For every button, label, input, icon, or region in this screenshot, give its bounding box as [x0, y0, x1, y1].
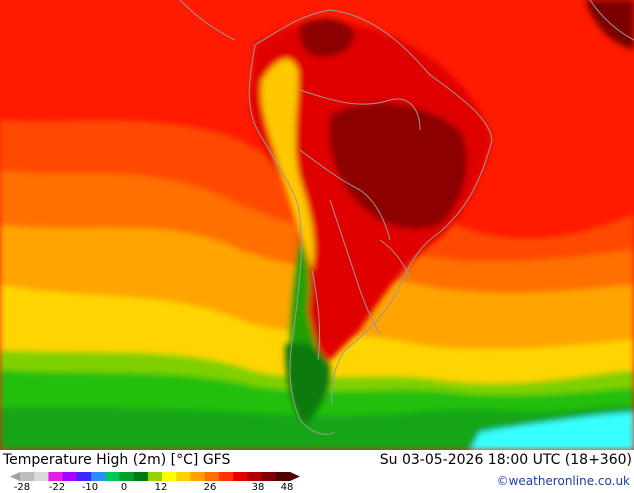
legend-swatch	[34, 472, 49, 481]
legend-swatch	[233, 472, 248, 481]
color-legend	[10, 472, 300, 481]
legend-arrow-right	[290, 472, 300, 481]
map-footer: Temperature High (2m) [°C] GFS Su 03-05-…	[0, 450, 634, 493]
land-patagonia-green	[285, 342, 331, 425]
legend-tick-label: 48	[280, 482, 294, 493]
border-central-america	[179, 0, 236, 41]
map-title: Temperature High (2m) [°C] GFS	[3, 452, 231, 468]
temperature-map	[0, 0, 634, 450]
legend-swatch	[133, 472, 149, 481]
border-interior-5	[311, 269, 321, 361]
coastline-east	[254, 9, 493, 406]
map-canvas	[0, 0, 634, 450]
coastline-west	[248, 44, 336, 435]
credit-link[interactable]: ©weatheronline.co.uk	[496, 474, 630, 488]
land-andes-yellow	[261, 59, 315, 270]
legend-tick-label: 0	[120, 482, 128, 493]
border-interior-4	[379, 239, 411, 281]
legend-swatch	[176, 472, 192, 481]
land-dark-red-ne	[585, 0, 634, 50]
legend-arrow-left	[10, 472, 20, 481]
legend-swatch	[275, 472, 291, 481]
forecast-datetime: Su 03-05-2026 18:00 UTC (18+360)	[379, 452, 632, 468]
legend-swatch	[218, 472, 234, 481]
border-interior-1	[299, 89, 421, 131]
legend-swatch	[119, 472, 135, 481]
legend-swatch	[20, 472, 35, 481]
legend-tick-label: -28	[13, 482, 31, 493]
band-dark-green	[0, 405, 634, 450]
legend-swatch	[261, 472, 277, 481]
border-interior-2	[299, 149, 391, 241]
legend-tick-label: -10	[81, 482, 99, 493]
legend-tick-label: 38	[251, 482, 265, 493]
legend-swatch	[247, 472, 263, 481]
legend-swatch	[105, 472, 120, 481]
legend-swatch	[147, 472, 163, 481]
border-interior-3	[329, 199, 381, 336]
legend-tick-label: 26	[203, 482, 217, 493]
legend-tick-label: -22	[48, 482, 66, 493]
legend-swatch	[76, 472, 92, 481]
legend-swatch	[62, 472, 78, 481]
land-dark-red-north	[299, 18, 355, 57]
legend-swatch	[162, 472, 177, 481]
border-caribbean	[589, 0, 634, 41]
legend-swatch	[190, 472, 206, 481]
legend-tick-label: 12	[154, 482, 168, 493]
band-cyan	[470, 412, 634, 450]
land-dark-red	[329, 103, 468, 229]
borders	[179, 0, 634, 435]
legend-swatch	[204, 472, 220, 481]
legend-swatch	[91, 472, 106, 481]
legend-swatch	[48, 472, 64, 481]
